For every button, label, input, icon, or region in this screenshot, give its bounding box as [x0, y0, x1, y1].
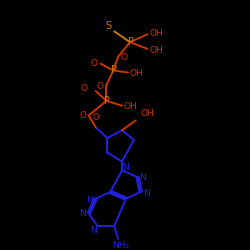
- Text: N: N: [90, 226, 97, 234]
- Text: N: N: [143, 189, 150, 198]
- Text: P: P: [128, 37, 134, 47]
- Text: P: P: [104, 96, 110, 106]
- Text: OH: OH: [150, 29, 163, 38]
- Text: O: O: [120, 53, 128, 62]
- Text: O: O: [92, 113, 99, 122]
- Text: OH: OH: [150, 46, 163, 56]
- Text: NH₂: NH₂: [112, 241, 130, 250]
- Text: O: O: [80, 84, 87, 92]
- Text: O: O: [96, 82, 103, 91]
- Text: OH: OH: [141, 109, 154, 118]
- Text: N: N: [139, 173, 146, 182]
- Text: N: N: [80, 209, 86, 218]
- Text: OH: OH: [130, 69, 143, 78]
- Text: N: N: [122, 163, 129, 172]
- Text: O: O: [80, 111, 86, 120]
- Text: P: P: [111, 66, 117, 76]
- Text: N: N: [86, 196, 93, 205]
- Text: OH: OH: [124, 102, 138, 111]
- Text: S: S: [105, 22, 112, 32]
- Text: O: O: [90, 59, 97, 68]
